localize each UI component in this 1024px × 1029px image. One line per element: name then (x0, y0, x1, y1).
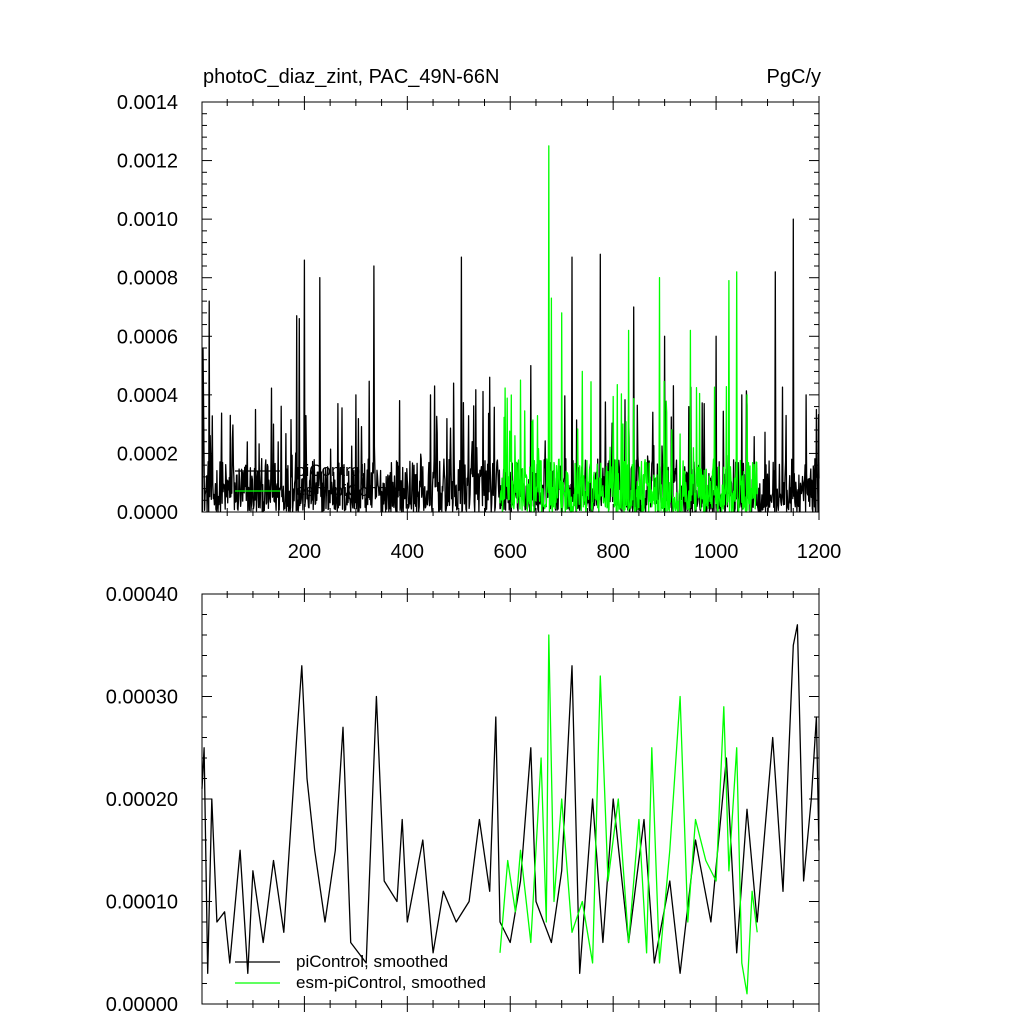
top-ytick-label: 0.0000 (117, 502, 178, 524)
top-panel: 0.0000 0.0002 0.0004 0.0006 0.0008 0.0010 0.00… (117, 92, 841, 563)
top-ytick-label: 0.0008 (117, 268, 178, 290)
top-ytick-label: 0.0006 (117, 326, 178, 348)
bottom-panel-lines (201, 624, 820, 995)
top-ytick-label: 0.0002 (117, 443, 178, 465)
top-panel-lines (201, 145, 820, 513)
top-ytick-label: 0.0004 (117, 385, 178, 407)
top-series-esm-picontrol-line (499, 145, 758, 513)
chart-title: photoC_diaz_zint, PAC_49N-66N (203, 66, 499, 88)
bottom-ytick-label: 0.00000 (106, 994, 178, 1016)
bottom-series-picontrol-smoothed-line (201, 624, 820, 974)
top-xtick-label: 200 (288, 541, 321, 563)
top-xtick-label: 800 (596, 541, 629, 563)
top-panel-legend: piControl esm-piControl (235, 461, 402, 500)
top-panel-ticks: 0.0000 0.0002 0.0004 0.0006 0.0008 0.0010 0.00… (117, 92, 841, 563)
top-xtick-label: 400 (391, 541, 424, 563)
top-ytick-label: 0.0014 (117, 92, 178, 114)
bottom-panel-legend: piControl, smoothed esm-piControl, smoot… (235, 952, 486, 992)
bottom-ytick-label: 0.00040 (106, 584, 178, 606)
top-series-picontrol-line (201, 218, 820, 513)
legend-label-picontrol: piControl (296, 461, 364, 480)
legend-label-esm-picontrol-smoothed: esm-piControl, smoothed (296, 973, 486, 992)
unit-label: PgC/y (767, 66, 821, 88)
top-xtick-label: 1000 (694, 541, 739, 563)
legend-label-esm-picontrol: esm-piControl (296, 481, 402, 500)
bottom-ytick-label: 0.00010 (106, 892, 178, 914)
bottom-ytick-label: 0.00020 (106, 789, 178, 811)
top-xtick-label: 1200 (797, 541, 842, 563)
top-xtick-label: 600 (494, 541, 527, 563)
bottom-panel-ticks: 0.00000 0.00010 0.00020 0.00030 0.00040 (106, 584, 820, 1016)
bottom-series-esm-picontrol-smoothed-line (499, 634, 758, 995)
top-ytick-label: 0.0010 (117, 209, 178, 231)
bottom-panel: 0.00000 0.00010 0.00020 0.00030 0.00040 piCo… (106, 584, 820, 1016)
legend-label-picontrol-smoothed: piControl, smoothed (296, 952, 448, 971)
bottom-ytick-label: 0.00030 (106, 687, 178, 709)
top-ytick-label: 0.0012 (117, 151, 178, 173)
